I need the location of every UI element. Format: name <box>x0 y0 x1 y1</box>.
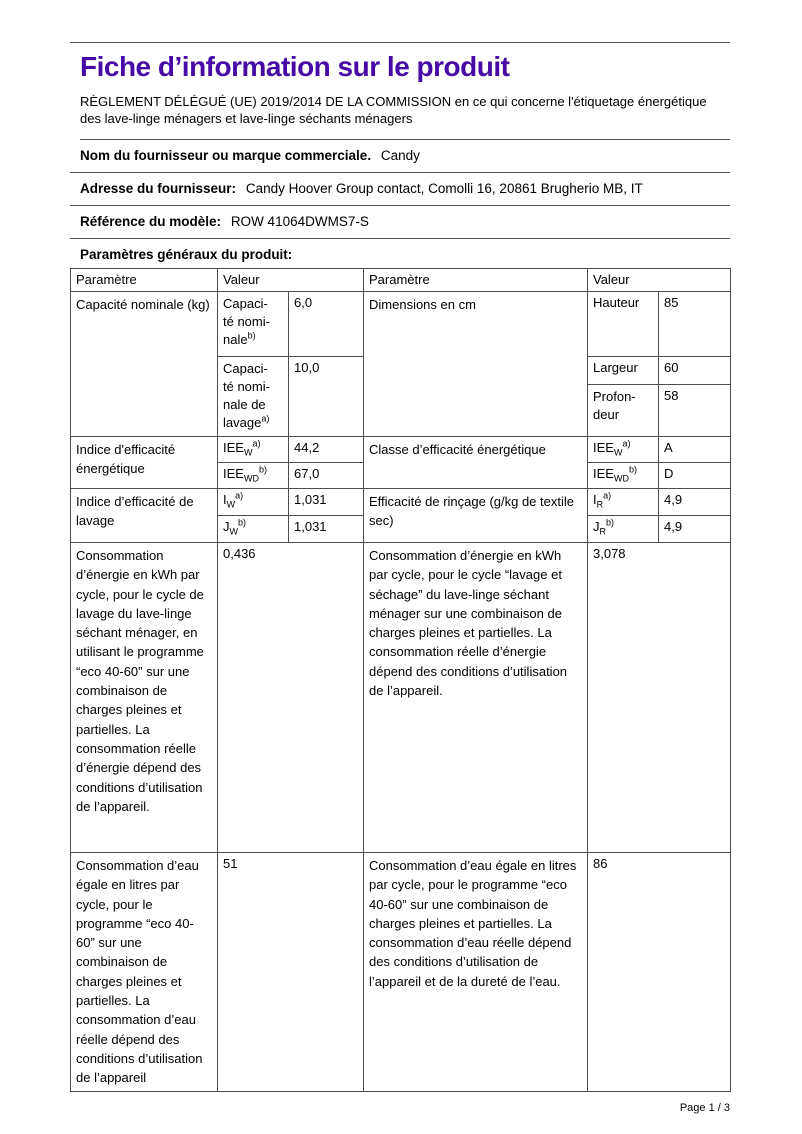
regulation-subtitle: RÈGLEMENT DÉLÉGUÉ (UE) 2019/2014 DE LA C… <box>80 93 730 140</box>
symbol-sub: W <box>229 526 239 537</box>
capacity-sub2-sup: a) <box>261 413 270 424</box>
rinse-label-jr: JRb) <box>587 515 659 543</box>
model-reference-value: ROW 41064DWMS7-S <box>230 214 369 229</box>
capacity-param: Capacité nominale (kg) <box>70 291 218 437</box>
symbol-base: J <box>593 519 600 534</box>
header-param-right: Paramètre <box>363 268 588 292</box>
energy-class-label-ieew: IEEWa) <box>587 436 659 463</box>
symbol-sup: a) <box>252 438 261 449</box>
supplier-address-row: Adresse du fournisseur: Candy Hoover Gro… <box>70 173 730 206</box>
rinse-label-ir: IRa) <box>587 488 659 516</box>
model-reference-label: Référence du modèle: <box>80 214 222 229</box>
parameters-table: Paramètre Valeur Paramètre Valeur Capaci… <box>70 268 731 1092</box>
energy-class-param: Classe d’efficacité énergétique <box>363 436 588 489</box>
symbol-sup: a) <box>622 438 631 449</box>
symbol-base: J <box>223 519 230 534</box>
symbol-base: IEE <box>223 466 244 481</box>
top-rule <box>70 42 730 43</box>
water-washdry-param: Consommation d’eau égale en litres par c… <box>363 852 588 1092</box>
dimension-value-largeur: 60 <box>658 356 731 385</box>
symbol-sup: b) <box>606 517 615 528</box>
capacity-sub1-text: Capaci- té nomi- nale <box>223 296 270 347</box>
rinse-value-ir: 4,9 <box>658 488 731 516</box>
energy-class-label-ieewd: IEEWDb) <box>587 462 659 489</box>
supplier-address-label: Adresse du fournisseur: <box>80 181 237 196</box>
header-value-right: Valeur <box>587 268 731 292</box>
dimension-label-hauteur: Hauteur <box>587 291 659 357</box>
dimension-value-hauteur: 85 <box>658 291 731 357</box>
capacity-sub2-value: 10,0 <box>288 356 364 437</box>
symbol-sup: b) <box>238 517 247 528</box>
symbol-sub: W <box>243 447 253 458</box>
energy-washdry-value: 3,078 <box>587 542 731 853</box>
dimension-label-profondeur: Profon- deur <box>587 384 659 437</box>
energy-class-value-ieewd: D <box>658 462 731 489</box>
energy-index-value-ieewd: 67,0 <box>288 462 364 489</box>
rinse-value-jr: 4,9 <box>658 515 731 543</box>
capacity-sub1-label: Capaci- té nomi- naleb) <box>217 291 289 357</box>
symbol-sup: a) <box>603 490 612 501</box>
table-row: Capacité nominale (kg) Capaci- té nomi- … <box>70 291 731 437</box>
page-number: Page 1 / 3 <box>679 1101 730 1114</box>
wash-index-label-iw: IWa) <box>217 488 289 516</box>
symbol-sub: W <box>613 447 623 458</box>
page-title: Fiche d’information sur le produit <box>80 51 510 82</box>
symbol-base: IEE <box>223 440 244 455</box>
general-params-label: Paramètres généraux du produit: <box>80 247 293 262</box>
table-row: Consommation d’eau égale en litres par c… <box>70 852 731 1092</box>
supplier-name-row: Nom du fournisseur ou marque commerciale… <box>70 140 730 173</box>
symbol-base: IEE <box>593 466 614 481</box>
table-row: JWb) 1,031 JRb) 4,9 <box>71 515 731 543</box>
energy-index-label-ieew: IEEWa) <box>217 436 289 463</box>
wash-index-label-jw: JWb) <box>217 515 289 543</box>
capacity-sub1-value: 6,0 <box>288 291 364 357</box>
table-header-row: Paramètre Valeur Paramètre Valeur <box>70 268 731 292</box>
energy-class-value-ieew: A <box>658 436 731 463</box>
supplier-name-value: Candy <box>380 148 420 163</box>
header-value-left: Valeur <box>217 268 364 292</box>
model-reference-row: Référence du modèle: ROW 41064DWMS7-S <box>70 206 730 239</box>
wash-index-param: Indice d’efficacité de lavage <box>70 488 218 543</box>
energy-washdry-param: Consommation d’énergie en kWh par cycle,… <box>363 542 588 853</box>
table-row: Profon- deur 58 <box>71 384 731 437</box>
table-row: Capaci- té nomi- nale de lavagea) 10,0 L… <box>71 356 731 437</box>
dimension-value-profondeur: 58 <box>658 384 731 437</box>
water-wash-param: Consommation d’eau égale en litres par c… <box>70 852 218 1092</box>
symbol-sup: a) <box>235 490 244 501</box>
dimension-label-largeur: Largeur <box>587 356 659 385</box>
supplier-address-value: Candy Hoover Group contact, Comolli 16, … <box>245 181 643 196</box>
table-row: Indice d’efficacité de lavage IWa) 1,031… <box>70 488 731 543</box>
table-row: IEEWDb) 67,0 IEEWDb) D <box>71 462 731 489</box>
capacity-sub2-label: Capaci- té nomi- nale de lavagea) <box>217 356 289 437</box>
table-row: Indice d'efficacité énergétique IEEWa) 4… <box>70 436 731 489</box>
energy-index-label-ieewd: IEEWDb) <box>217 462 289 489</box>
wash-index-value-jw: 1,031 <box>288 515 364 543</box>
symbol-sub: R <box>599 526 607 537</box>
symbol-sub: R <box>596 499 604 510</box>
rinse-efficiency-param: Efficacité de rinçage (g/kg de textile s… <box>363 488 588 543</box>
symbol-sub: WD <box>613 473 629 484</box>
energy-index-value-ieew: 44,2 <box>288 436 364 463</box>
energy-index-param: Indice d'efficacité énergétique <box>70 436 218 489</box>
energy-wash-param: Consommation d’énergie en kWh par cycle,… <box>70 542 218 853</box>
symbol-base: IEE <box>593 440 614 455</box>
general-params-row: Paramètres généraux du produit: <box>70 239 730 268</box>
capacity-sub1-sup: b) <box>247 330 256 341</box>
wash-index-value-iw: 1,031 <box>288 488 364 516</box>
water-washdry-value: 86 <box>587 852 731 1092</box>
symbol-sup: b) <box>628 464 637 475</box>
capacity-sub2-text: Capaci- té nomi- nale de lavage <box>223 361 270 430</box>
symbol-base: I <box>593 492 597 507</box>
symbol-base: I <box>223 492 227 507</box>
header-param-left: Paramètre <box>70 268 218 292</box>
symbol-sup: b) <box>258 464 267 475</box>
table-row: Consommation d’énergie en kWh par cycle,… <box>70 542 731 853</box>
energy-wash-value: 0,436 <box>217 542 364 853</box>
product-sheet-page: Fiche d’information sur le produit RÈGLE… <box>70 0 731 1114</box>
symbol-sub: W <box>226 499 236 510</box>
dimensions-param: Dimensions en cm <box>363 291 588 437</box>
symbol-sub: WD <box>243 473 259 484</box>
supplier-name-label: Nom du fournisseur ou marque commerciale… <box>80 148 372 163</box>
water-wash-value: 51 <box>217 852 364 1092</box>
